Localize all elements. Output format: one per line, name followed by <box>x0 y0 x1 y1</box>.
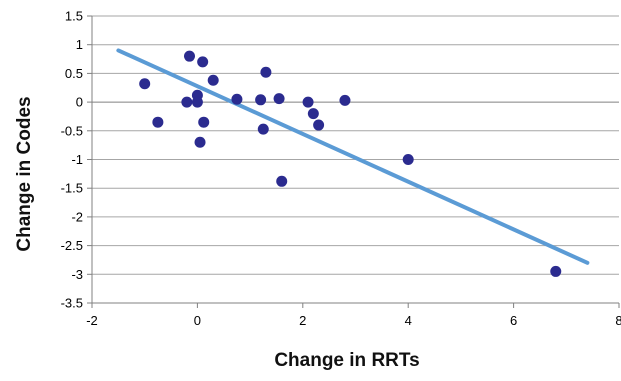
y-tick-label: 1.5 <box>65 9 83 24</box>
x-tick-label: 2 <box>299 313 306 328</box>
data-point <box>207 74 219 86</box>
y-tick-label: -3.5 <box>61 296 83 311</box>
axes <box>87 15 620 308</box>
y-tick-label: -3 <box>71 267 83 282</box>
data-point <box>550 265 562 277</box>
y-tick-label: -1.5 <box>61 181 83 196</box>
y-axis-title: Change in Codes <box>14 96 35 251</box>
y-tick-label: -0.5 <box>61 123 83 138</box>
x-tick-label: 4 <box>405 313 412 328</box>
data-point <box>339 94 351 106</box>
x-tick-label: -2 <box>86 313 98 328</box>
x-tick-label: 8 <box>615 313 621 328</box>
data-point <box>302 96 314 108</box>
y-tick-label: 1 <box>76 37 83 52</box>
y-tick-labels: 1.5 1 0.5 0 -0.5 -1 -1.5 -2 -2.5 -3 -3.5 <box>61 9 83 311</box>
y-tick-label: 0 <box>76 95 83 110</box>
data-point <box>191 96 203 108</box>
data-point <box>260 66 272 78</box>
data-point <box>197 56 209 68</box>
data-point <box>181 96 193 108</box>
data-point <box>194 136 206 148</box>
data-point <box>231 93 243 105</box>
data-point <box>183 50 195 62</box>
data-point <box>307 108 319 120</box>
data-point <box>313 119 325 131</box>
y-tick-label: 0.5 <box>65 66 83 81</box>
data-point <box>198 116 210 128</box>
data-point <box>257 123 269 135</box>
data-points <box>139 50 562 277</box>
data-point <box>255 94 267 106</box>
y-tick-label: -1 <box>71 152 83 167</box>
data-point <box>139 78 151 90</box>
data-point <box>402 154 414 165</box>
data-point <box>273 93 285 105</box>
y-tick-label: -2 <box>71 209 83 224</box>
x-tick-label: 6 <box>510 313 517 328</box>
y-tick-label: -2.5 <box>61 238 83 253</box>
x-axis-title: Change in RRTs <box>274 350 419 371</box>
data-point <box>276 175 288 187</box>
trendline <box>116 48 590 265</box>
trendline-group <box>116 48 590 265</box>
data-point <box>152 116 164 128</box>
x-tick-labels: -2 0 2 4 6 8 <box>86 313 621 328</box>
x-tick-label: 0 <box>194 313 201 328</box>
